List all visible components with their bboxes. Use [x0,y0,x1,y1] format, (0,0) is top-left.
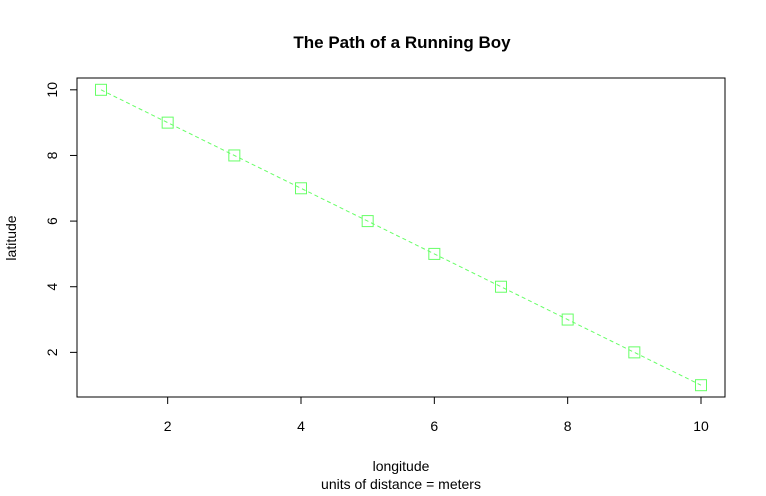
data-point-marker [495,280,507,293]
y-tick-label: 4 [44,283,60,291]
x-tick-label: 4 [297,418,305,434]
y-axis-label: latitude [3,215,19,260]
y-tick-label: 2 [44,348,60,356]
x-axis-label: longitude [373,458,430,474]
data-point-marker [561,313,574,326]
series-line [100,89,702,386]
y-tick-label: 6 [44,217,60,225]
data-point-marker [361,215,374,228]
series-layer [95,83,707,392]
x-axis: 2 4 6 8 10 [164,396,709,434]
plot-frame [76,77,726,398]
y-tick-label: 10 [44,82,60,98]
x-tick-label: 10 [693,418,709,434]
data-point-marker [628,346,641,359]
x-tick-label: 6 [430,418,438,434]
chart-title: The Path of a Running Boy [293,33,511,52]
data-point-marker [295,182,307,195]
data-point-marker [428,247,441,260]
x-tick-label: 8 [564,418,572,434]
data-point-marker [695,379,707,392]
x-tick-label: 2 [164,418,172,434]
data-point-marker [95,83,107,96]
y-axis: 2 4 6 8 10 [44,82,78,356]
x-axis-sublabel: units of distance = meters [321,476,481,492]
data-point-marker [161,116,174,129]
data-point-marker [228,149,241,162]
y-tick-label: 8 [44,151,60,159]
